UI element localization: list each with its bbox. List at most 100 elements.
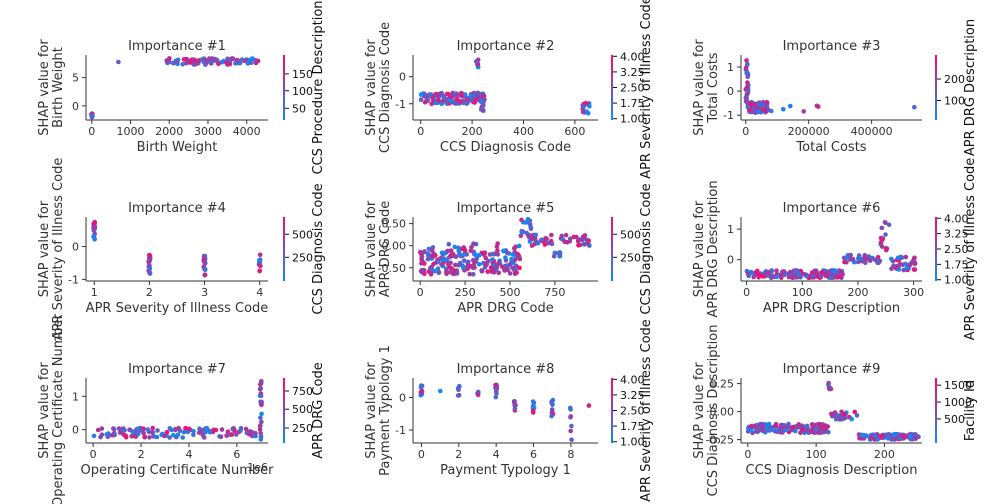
data-point <box>243 426 249 432</box>
data-point <box>474 93 480 99</box>
data-point <box>207 429 213 435</box>
y-axis-label: CCS Diagnosis Description <box>706 325 721 497</box>
data-point <box>745 80 750 85</box>
data-point <box>543 236 548 241</box>
x-tick-label: 0 <box>742 125 749 138</box>
data-point <box>117 430 123 435</box>
data-point <box>489 266 494 272</box>
data-point <box>141 430 146 436</box>
colorbar <box>611 217 613 281</box>
data-point <box>258 263 263 269</box>
data-point <box>421 249 427 255</box>
data-point <box>795 423 800 429</box>
colorbar-tick-label: 50 <box>292 102 306 115</box>
data-point <box>749 428 754 434</box>
data-point <box>426 251 431 256</box>
data-point <box>895 255 901 261</box>
data-point <box>438 388 443 394</box>
data-point <box>755 101 761 107</box>
data-point <box>766 425 772 430</box>
data-point <box>813 268 819 274</box>
data-point <box>446 241 452 247</box>
data-point <box>164 429 170 435</box>
data-point <box>253 60 259 66</box>
data-point <box>865 255 870 260</box>
data-point <box>516 243 522 249</box>
data-point <box>549 413 554 419</box>
data-point <box>171 432 176 438</box>
data-point <box>443 250 448 256</box>
data-point <box>425 97 431 102</box>
data-point <box>253 430 258 436</box>
x-axis-label: APR DRG Description <box>763 301 900 316</box>
data-point <box>745 91 750 96</box>
data-point <box>433 100 439 106</box>
data-point <box>533 238 539 244</box>
data-point <box>237 60 242 66</box>
data-point <box>257 252 263 258</box>
data-point <box>850 257 856 262</box>
x-tick-label: 100 <box>792 286 813 299</box>
x-tick-label: 6 <box>233 448 240 461</box>
x-tick-label: 0 <box>90 448 97 461</box>
data-point <box>546 240 551 246</box>
data-point <box>745 104 751 110</box>
colorbar-label: APR Severity of Illness Code <box>639 319 654 502</box>
data-point <box>472 100 478 105</box>
data-point <box>493 382 498 388</box>
data-point <box>852 409 858 415</box>
data-point <box>557 251 563 256</box>
data-point <box>180 62 185 67</box>
x-tick-label: 500 <box>499 286 520 299</box>
data-point <box>146 264 152 270</box>
data-point <box>464 97 470 103</box>
data-point <box>213 427 219 433</box>
x-tick-label: 600 <box>564 125 585 138</box>
y-tick-label: 5 <box>72 72 79 85</box>
colorbar-tick-label: 1.75 <box>944 258 969 271</box>
data-point <box>234 432 239 437</box>
data-point <box>804 428 809 433</box>
colorbar-tick-label: 4.00 <box>620 373 645 386</box>
y-tick-label: 1 <box>727 61 734 74</box>
data-point <box>472 260 477 265</box>
data-point <box>418 383 424 388</box>
data-point <box>528 226 534 231</box>
data-point <box>821 426 826 432</box>
data-point <box>504 250 510 256</box>
colorbar-tick-label: 3.25 <box>620 389 645 402</box>
data-point <box>826 382 831 387</box>
data-point <box>501 248 506 254</box>
data-point <box>464 101 469 106</box>
data-point <box>773 423 778 429</box>
data-point <box>519 230 525 235</box>
data-point <box>828 269 833 274</box>
data-point <box>890 436 896 442</box>
data-point <box>91 234 96 239</box>
data-point <box>429 253 435 259</box>
data-point <box>147 435 152 440</box>
y-tick-label: -0.25 <box>706 434 734 447</box>
data-point <box>90 113 95 119</box>
data-point <box>883 220 888 226</box>
data-point <box>468 93 474 98</box>
x-tick-label: 6 <box>530 448 537 461</box>
data-point <box>833 417 839 422</box>
data-point <box>468 98 474 103</box>
data-point <box>759 107 765 112</box>
data-point <box>146 258 152 264</box>
x-tick-label: 300 <box>903 286 924 299</box>
data-point <box>188 60 193 65</box>
data-point <box>496 270 502 276</box>
data-point <box>180 435 185 440</box>
data-point <box>579 237 585 243</box>
data-point <box>175 432 181 438</box>
x-tick-label: 4 <box>493 448 500 461</box>
data-point <box>879 225 885 231</box>
data-point <box>422 261 427 266</box>
data-point <box>524 230 530 236</box>
x-tick-label: 200000 <box>788 125 830 138</box>
data-point <box>106 431 111 436</box>
data-point <box>444 91 450 97</box>
x-tick-label: 2000 <box>155 125 183 138</box>
